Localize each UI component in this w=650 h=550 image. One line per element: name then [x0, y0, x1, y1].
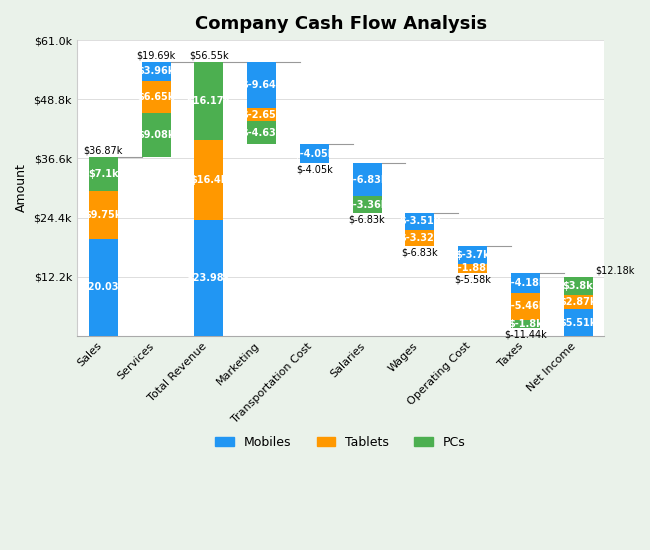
- Bar: [406, 213, 434, 230]
- Text: $-5.46k: $-5.46k: [504, 301, 546, 311]
- Bar: [247, 122, 276, 144]
- Text: $-3.51k: $-3.51k: [399, 216, 441, 226]
- Bar: [142, 113, 170, 157]
- Text: $-6.83k: $-6.83k: [349, 214, 385, 224]
- Text: $2.87k: $2.87k: [559, 297, 597, 307]
- Text: $36.87k: $36.87k: [84, 146, 123, 156]
- Bar: [564, 295, 593, 309]
- Text: $-3.32k: $-3.32k: [399, 233, 441, 243]
- Text: $19.69k: $19.69k: [136, 50, 176, 60]
- Bar: [458, 264, 487, 273]
- Bar: [142, 62, 170, 81]
- Text: $23.98k: $23.98k: [187, 273, 231, 283]
- Text: $16.4k: $16.4k: [190, 175, 227, 185]
- Y-axis label: Amount: Amount: [15, 163, 28, 212]
- Bar: [511, 293, 540, 320]
- Bar: [564, 309, 593, 336]
- Text: $9.08k: $9.08k: [137, 130, 175, 140]
- Title: Company Cash Flow Analysis: Company Cash Flow Analysis: [194, 15, 487, 33]
- Text: $9.75k: $9.75k: [84, 210, 122, 220]
- Text: $20.03k: $20.03k: [81, 282, 125, 292]
- Text: $-4.63k: $-4.63k: [241, 128, 282, 138]
- Text: $-2.65k: $-2.65k: [241, 110, 282, 120]
- Text: $-4.05k: $-4.05k: [294, 148, 335, 158]
- Text: $5.51k: $5.51k: [560, 317, 597, 327]
- Text: $7.1k: $7.1k: [88, 169, 118, 179]
- Text: $6.65k: $6.65k: [137, 92, 175, 102]
- Bar: [89, 157, 118, 191]
- Bar: [352, 196, 382, 213]
- Bar: [247, 62, 276, 108]
- Text: $-11.44k: $-11.44k: [504, 330, 547, 340]
- Text: $-3.7k: $-3.7k: [455, 250, 490, 260]
- Text: $-1.88k: $-1.88k: [452, 263, 493, 273]
- Bar: [511, 273, 540, 293]
- Bar: [247, 108, 276, 122]
- Text: $3.8k: $3.8k: [563, 281, 593, 291]
- Text: $56.55k: $56.55k: [189, 50, 229, 60]
- Text: $-6.83k: $-6.83k: [402, 248, 438, 257]
- Bar: [194, 62, 224, 140]
- Text: $-3.36k: $-3.36k: [346, 200, 388, 210]
- Text: $12.18k: $12.18k: [595, 266, 634, 276]
- Text: $-6.83k: $-6.83k: [346, 175, 388, 185]
- Bar: [89, 191, 118, 239]
- Bar: [194, 219, 224, 336]
- Text: $-5.58k: $-5.58k: [454, 274, 491, 284]
- Text: $-4.05k: $-4.05k: [296, 165, 333, 175]
- Bar: [511, 320, 540, 328]
- Bar: [89, 239, 118, 336]
- Text: $16.17k: $16.17k: [187, 96, 231, 106]
- Text: $-4.18k: $-4.18k: [504, 278, 546, 288]
- Bar: [142, 81, 170, 113]
- Bar: [458, 246, 487, 264]
- Bar: [300, 144, 329, 163]
- Bar: [406, 230, 434, 246]
- Legend: Mobiles, Tablets, PCs: Mobiles, Tablets, PCs: [211, 431, 471, 454]
- Text: $-1.8k: $-1.8k: [508, 319, 543, 329]
- Bar: [564, 277, 593, 295]
- Bar: [352, 163, 382, 196]
- Bar: [194, 140, 224, 219]
- Text: $3.96k: $3.96k: [137, 66, 175, 76]
- Text: $-9.64k: $-9.64k: [241, 80, 282, 90]
